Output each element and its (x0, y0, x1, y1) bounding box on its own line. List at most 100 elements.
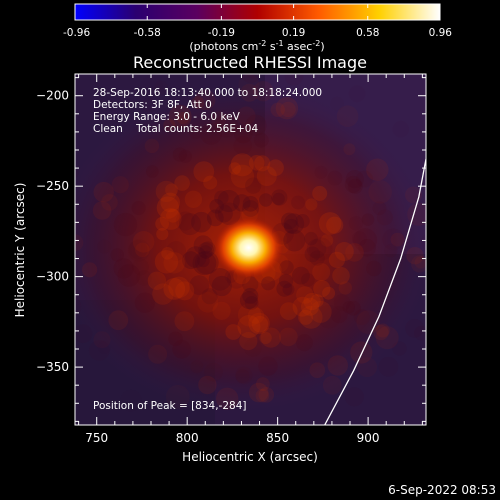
y-tick-label: −350 (36, 360, 69, 374)
ripple-blob (161, 247, 174, 260)
ripple-blob (113, 258, 134, 279)
ripple-blob (242, 287, 259, 304)
ripple-blob (327, 355, 348, 376)
colorbar-ticks: -0.96 -0.58 -0.19 0.19 0.58 0.96 (63, 4, 452, 39)
ripple-blob (309, 250, 325, 266)
ripple-blob (101, 194, 118, 211)
solar-limb (324, 158, 426, 425)
ripple-blob (261, 276, 276, 291)
ripple-blob (206, 209, 224, 227)
ripple-blob (238, 74, 260, 95)
ripple-blob (163, 252, 185, 274)
ripple-blob (93, 181, 114, 203)
ripple-blob (240, 83, 259, 102)
ripple-blob (258, 387, 275, 403)
ripple-blob (193, 161, 215, 183)
ripple-blob (357, 357, 378, 378)
ripple-blob (204, 362, 223, 382)
ripple-blob (368, 180, 393, 204)
ripple-blob (111, 176, 129, 194)
ripple-blob (233, 136, 252, 155)
ripple-blob (346, 300, 361, 316)
ripple-blob (176, 111, 190, 125)
ripple-blob (166, 208, 180, 223)
ripple-blob (240, 74, 262, 84)
x-tick-label: 850 (266, 431, 289, 445)
ripple-blob (92, 201, 112, 220)
ripple-blob (361, 213, 375, 226)
ripple-blob (309, 362, 326, 379)
ripple-blob (270, 102, 285, 118)
ripple-blob (93, 331, 111, 349)
ripple-blob (305, 198, 318, 211)
ripple-blob (320, 234, 334, 247)
ripple-blob (191, 211, 212, 233)
ripple-blob (165, 183, 179, 197)
ripple-blob (163, 118, 176, 131)
ripple-blob (134, 292, 156, 313)
y-tick-label: −250 (36, 179, 69, 193)
ripple-blob (336, 105, 359, 127)
ripple-blob (275, 97, 299, 120)
ripple-blob (214, 204, 233, 223)
ripple-blob (283, 213, 305, 234)
ripple-blob (234, 124, 253, 144)
ripple-blob (322, 375, 342, 395)
annotation-peak-position: Position of Peak = [834,-284] (93, 400, 247, 412)
ripple-blob (165, 384, 190, 409)
ripple-blob (310, 294, 324, 308)
ripple-blob (189, 126, 202, 140)
ripple-blob (200, 122, 223, 145)
ripple-blob (191, 96, 205, 110)
ripple-blob (431, 201, 453, 223)
ripple-blob (345, 170, 364, 189)
ripple-blob (242, 200, 259, 217)
ripple-blob (260, 327, 281, 348)
ripple-blob (392, 341, 407, 356)
ripple-blob (326, 216, 344, 234)
ripple-blob (256, 377, 270, 391)
ripple-blob (366, 260, 382, 277)
chart-title: Reconstructed RHESSI Image (133, 53, 367, 72)
ripple-blob (200, 241, 216, 257)
ripple-blob (132, 258, 149, 276)
ripple-blob (154, 80, 169, 95)
ripple-blob (45, 239, 65, 259)
ripple-blob (414, 325, 426, 341)
ripple-blob (110, 248, 125, 262)
ripple-blob (376, 209, 393, 226)
ripple-blob (429, 206, 444, 221)
ripple-blob (382, 228, 405, 251)
ripple-blob (258, 356, 278, 376)
ripple-blob (342, 301, 355, 314)
ripple-blob (333, 294, 351, 311)
ripple-blob (348, 216, 363, 231)
ripple-blob (230, 164, 255, 188)
ripple-blob (283, 229, 306, 252)
ripple-blob (344, 387, 364, 407)
ripple-blob (62, 283, 75, 296)
ripple-blob (405, 318, 425, 338)
ripple-blob (248, 312, 270, 335)
ripple-blob (208, 268, 232, 291)
ripple-blob (113, 212, 138, 237)
ripple-blob (378, 356, 399, 377)
ripple-blob (375, 323, 390, 338)
ripple-blob (160, 192, 180, 213)
ripple-blob (141, 97, 157, 113)
ripple-blob (343, 143, 356, 156)
ripple-blob (292, 296, 313, 317)
ripple-blob (327, 170, 343, 186)
ripple-blob (318, 212, 342, 235)
ripple-blob (411, 255, 426, 273)
ripple-blob (353, 228, 378, 253)
ripple-blob (239, 332, 258, 351)
colorbar-tick-label: 0.19 (282, 27, 305, 39)
ripple-blob (75, 234, 84, 252)
ripple-blob (166, 241, 186, 261)
colorbar (74, 3, 441, 21)
ripple-blob (228, 162, 241, 175)
ripple-blob (296, 286, 314, 304)
ripple-blob (175, 281, 195, 301)
x-axis-label: Heliocentric X (arcsec) (182, 450, 318, 464)
